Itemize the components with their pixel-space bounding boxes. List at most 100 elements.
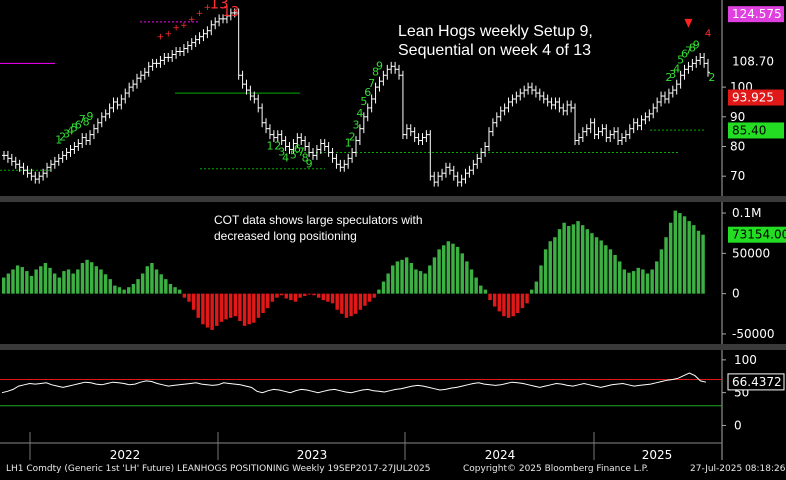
setup-count-label: 7 bbox=[685, 44, 692, 57]
cot-bar bbox=[205, 293, 210, 328]
buy-setup-label: 3 bbox=[278, 145, 285, 158]
cot-bar bbox=[270, 293, 275, 302]
cot-bar bbox=[576, 221, 580, 294]
countdown-13-label-2: 13 bbox=[223, 5, 240, 20]
cot-bar bbox=[261, 293, 265, 313]
cot-bar bbox=[136, 279, 140, 294]
cot-bar bbox=[34, 269, 38, 294]
cot-bar bbox=[321, 293, 326, 301]
cot-bar bbox=[298, 293, 302, 298]
cot-y-tick-label: -50000 bbox=[732, 327, 775, 341]
cot-bar bbox=[682, 216, 687, 294]
cot-bar bbox=[511, 293, 515, 317]
cot-bar bbox=[580, 225, 585, 294]
cot-bar bbox=[469, 269, 474, 294]
cot-bar bbox=[99, 269, 103, 294]
cot-bar bbox=[696, 230, 701, 294]
buy-setup-label: 9 bbox=[306, 157, 313, 170]
cot-y-tick-label: 0 bbox=[732, 287, 740, 301]
setup-count-label: 3 bbox=[63, 128, 70, 141]
buy-setup-label: 7 bbox=[298, 145, 305, 158]
cot-bar bbox=[173, 287, 177, 294]
cot-bar bbox=[307, 293, 312, 295]
cot-bar bbox=[279, 293, 284, 296]
cot-bar bbox=[94, 266, 99, 294]
cot-bar bbox=[326, 293, 330, 302]
cot-bar bbox=[386, 273, 390, 294]
cot-y-tick-label: 50000 bbox=[732, 246, 770, 260]
cot-bar bbox=[525, 293, 529, 304]
setup-count-label: 6 bbox=[364, 86, 371, 99]
cot-bar bbox=[242, 293, 247, 326]
cot-bar bbox=[131, 283, 136, 294]
buy-setup-label: 1 bbox=[266, 139, 273, 152]
cot-bar bbox=[483, 289, 488, 294]
cot-bar bbox=[20, 267, 24, 294]
cot-bar bbox=[29, 275, 34, 294]
cot-bar bbox=[659, 249, 664, 294]
cot-bar bbox=[442, 245, 446, 294]
cot-bar bbox=[627, 272, 631, 294]
panel-divider-2 bbox=[0, 344, 786, 350]
cot-bar bbox=[650, 269, 654, 294]
cot-bar bbox=[164, 279, 168, 294]
chart-title: Lean Hogs weekly Setup 9, Sequential on … bbox=[398, 23, 593, 59]
cot-bar bbox=[534, 281, 539, 294]
cot-bar bbox=[655, 261, 659, 294]
cot-bar bbox=[391, 265, 395, 294]
setup-count-label: 4 bbox=[673, 62, 680, 75]
cot-bar bbox=[316, 293, 321, 298]
cot-bar bbox=[645, 273, 650, 294]
cot-y-tick-label: 0.1M bbox=[732, 206, 761, 220]
cot-bar bbox=[289, 293, 293, 301]
cot-bar bbox=[557, 229, 562, 294]
setup-count-label: 7 bbox=[368, 77, 375, 90]
cot-bar bbox=[293, 293, 298, 302]
cot-bar bbox=[363, 293, 367, 306]
cot-bar bbox=[488, 293, 492, 301]
cot-bar bbox=[455, 246, 460, 294]
cot-bar bbox=[247, 293, 251, 325]
countdown-mark: + bbox=[172, 24, 180, 34]
cot-bar bbox=[330, 293, 335, 304]
cot-bar bbox=[154, 269, 159, 294]
setup-count-label: 2 bbox=[708, 71, 715, 84]
cot-bar bbox=[25, 271, 29, 294]
cot-bar bbox=[664, 237, 668, 294]
cot-bar bbox=[340, 293, 344, 314]
price-tag-box bbox=[728, 6, 784, 23]
cot-annotation: COT data shows large speculators with de… bbox=[214, 213, 423, 243]
buy-setup-label: 6 bbox=[294, 142, 301, 155]
cot-bar bbox=[641, 269, 645, 294]
cot-bar bbox=[400, 259, 404, 294]
cot-bar bbox=[90, 262, 94, 294]
cot-bar bbox=[497, 293, 502, 312]
cot-bar bbox=[543, 249, 548, 294]
setup-count-label: 9 bbox=[87, 110, 94, 123]
price-y-tick-label: 70 bbox=[730, 169, 745, 183]
setup-count-label: 4 bbox=[356, 107, 363, 120]
setup-count-label: 7 bbox=[79, 113, 86, 126]
cot-bar bbox=[446, 241, 451, 294]
cot-bar bbox=[548, 241, 552, 294]
setup-count-label: 9 bbox=[693, 39, 700, 52]
cot-bar bbox=[62, 271, 66, 294]
cot-bar bbox=[187, 293, 191, 302]
cot-bar bbox=[520, 293, 525, 309]
cot-bar bbox=[127, 287, 131, 294]
panel-divider-1 bbox=[0, 196, 786, 202]
setup-count-label: 5 bbox=[71, 122, 78, 135]
cot-bar bbox=[312, 293, 316, 296]
price-tag-label: 108.70 bbox=[732, 54, 774, 68]
cot-bar bbox=[238, 293, 242, 322]
setup-count-label: 9 bbox=[376, 59, 383, 72]
cot-bar bbox=[6, 273, 11, 294]
x-tick-label: 2023 bbox=[297, 448, 328, 462]
rsi-last-label: 66.4372 bbox=[732, 375, 782, 389]
cot-bar bbox=[474, 277, 478, 294]
cot-bar bbox=[2, 277, 6, 294]
setup-count-label: 6 bbox=[681, 47, 688, 60]
cot-bar bbox=[668, 222, 673, 294]
x-tick-label: 2022 bbox=[110, 448, 141, 462]
